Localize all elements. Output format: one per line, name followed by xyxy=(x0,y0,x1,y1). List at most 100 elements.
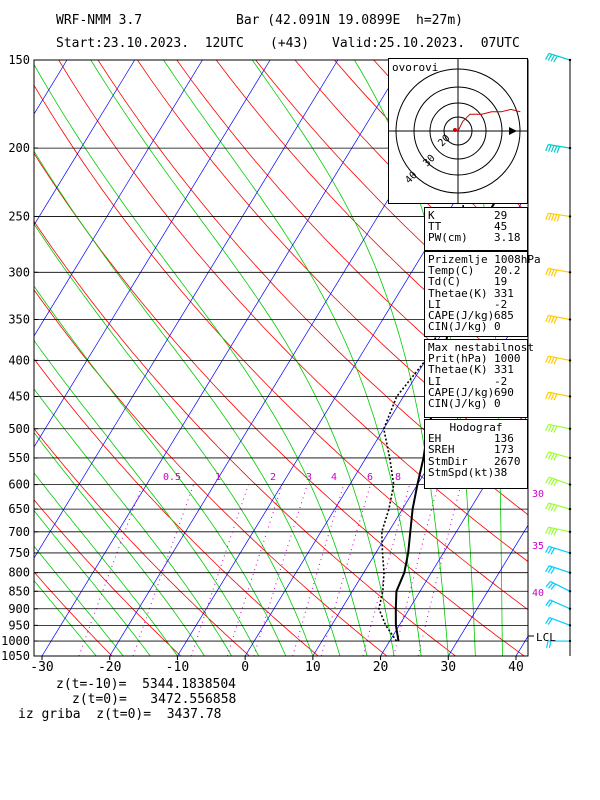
speed-label: 35 xyxy=(532,541,544,552)
index-row: Temp(C) 20.2 xyxy=(428,265,524,276)
wind-barb-feather xyxy=(550,478,556,486)
index-value: -2 xyxy=(494,297,508,311)
wind-barb-feather xyxy=(545,581,551,588)
index-value: -2 xyxy=(494,374,508,388)
wind-barb-feather xyxy=(545,476,550,484)
wind-level-dot xyxy=(568,483,572,486)
wind-barb-feather xyxy=(545,212,549,220)
station-info: Bar (42.091N 19.0899E h=27m) xyxy=(236,13,463,28)
index-row: StmDir 2670 xyxy=(428,454,524,468)
speed-label: 30 xyxy=(532,489,544,500)
height-t-zero-grib: iz griba z(t=0)= 3437.78 xyxy=(18,707,222,722)
wind-barb xyxy=(548,526,571,533)
pressure-tick-label: 750 xyxy=(8,546,30,560)
index-row: PW(cm) 3.18 xyxy=(428,232,524,243)
model-name: WRF-NMM 3.7 xyxy=(56,13,143,28)
wind-barb-feather xyxy=(545,144,549,152)
moist-adiabat xyxy=(90,60,395,656)
wind-barb-feather xyxy=(556,214,561,222)
wind-barb-feather xyxy=(550,425,555,433)
index-row: CIN(J/kg) 0 xyxy=(428,398,524,409)
pressure-tick-label: 900 xyxy=(8,602,30,616)
wind-barb-feather xyxy=(548,268,552,276)
index-row: K 29 xyxy=(428,210,524,221)
pressure-tick-label: 400 xyxy=(8,353,30,367)
isotherm xyxy=(34,60,136,226)
index-value: 331 xyxy=(494,286,514,300)
index-key: CAPE(J/kg) xyxy=(428,385,495,399)
mixing-ratio-line xyxy=(78,484,143,656)
mixing-ratio-label: 4 xyxy=(331,472,337,483)
index-key: EH xyxy=(428,432,442,446)
index-key: StmDir xyxy=(428,454,468,468)
wind-barb-feather xyxy=(547,392,552,400)
wind-barb xyxy=(548,391,571,398)
pressure-tick-label: 600 xyxy=(8,478,30,492)
wind-barb-feather xyxy=(547,547,553,554)
wind-level-dot xyxy=(568,624,572,627)
index-value: 1000 xyxy=(494,352,521,366)
wind-barb-feather xyxy=(553,145,558,153)
wind-barb-feather xyxy=(545,315,549,323)
mixing-ratio-line xyxy=(132,484,195,656)
mixing-ratio-label: 2 xyxy=(270,472,276,483)
moist-adiabat xyxy=(34,63,368,656)
wind-barb-feather xyxy=(545,424,549,432)
hodograph-ring-label: 40 xyxy=(403,170,419,186)
wind-column: 30 35 40 LCL xyxy=(528,52,572,656)
index-key: K xyxy=(428,209,435,222)
pressure-tick-label: 350 xyxy=(8,313,30,327)
pressure-tick-label: 550 xyxy=(8,451,30,465)
index-key: SREH xyxy=(428,443,455,457)
mixing-ratio-label: 6 xyxy=(367,472,373,483)
wind-level-dot xyxy=(568,271,572,274)
wind-barb-feather xyxy=(545,526,550,534)
wind-barb-feather xyxy=(553,214,558,222)
wind-barb xyxy=(548,267,571,273)
mixing-ratio-line xyxy=(417,484,462,656)
wind-barb-feather xyxy=(545,53,550,60)
index-key: Td(C) xyxy=(428,275,462,289)
valid-time: Valid:25.10.2023. 07UTC xyxy=(332,36,520,51)
wind-barb-feather xyxy=(547,618,553,625)
wind-level-dot xyxy=(568,359,572,362)
wind-barb-feather xyxy=(550,54,555,62)
isotherm xyxy=(380,413,528,656)
index-key: PW(cm) xyxy=(428,231,468,245)
index-key: Thetae(K) xyxy=(428,363,488,377)
wind-level-dot xyxy=(568,318,572,321)
index-row: Prit(hPa) 1000 xyxy=(428,353,524,364)
wind-barb-feather xyxy=(550,356,555,364)
index-value: 690 xyxy=(494,385,514,399)
start-time: Start:23.10.2023. 12UTC xyxy=(56,36,244,51)
isotherm xyxy=(34,60,339,559)
wind-barb-feather xyxy=(553,505,558,512)
dry-adiabat xyxy=(137,60,528,470)
index-key: CAPE(J/kg) xyxy=(428,309,495,323)
temperature-tick-label: 40 xyxy=(508,660,524,675)
index-key: Temp(C) xyxy=(428,264,475,278)
wind-level-dot xyxy=(568,427,572,430)
mixing-ratio-label: 1 xyxy=(215,472,221,483)
wind-barb-feather xyxy=(545,451,550,459)
index-key: CIN(J/kg) xyxy=(428,397,488,411)
wind-barb-feather xyxy=(547,315,552,323)
wind-barb-feather xyxy=(545,546,550,553)
index-key: CIN(J/kg) xyxy=(428,320,488,334)
wind-barb xyxy=(548,423,571,430)
moist-adiabat xyxy=(34,339,260,656)
wind-barb-feather xyxy=(545,640,549,649)
wind-level-dot xyxy=(568,590,572,593)
dry-adiabat xyxy=(34,428,250,656)
wind-barb-feather xyxy=(547,424,552,432)
pressure-tick-label: 950 xyxy=(8,618,30,632)
wind-barb-feather xyxy=(550,583,556,590)
index-row: SREH 173 xyxy=(428,444,524,455)
wind-barb xyxy=(548,314,571,321)
temperature-tick-label: 30 xyxy=(440,660,456,675)
index-row: LI -2 xyxy=(428,374,524,388)
index-key: Prit(hPa) xyxy=(428,352,488,366)
wind-barb-feather xyxy=(553,357,558,365)
wind-barb-feather xyxy=(553,55,558,63)
hodograph-ring-label: 20 xyxy=(436,133,452,149)
